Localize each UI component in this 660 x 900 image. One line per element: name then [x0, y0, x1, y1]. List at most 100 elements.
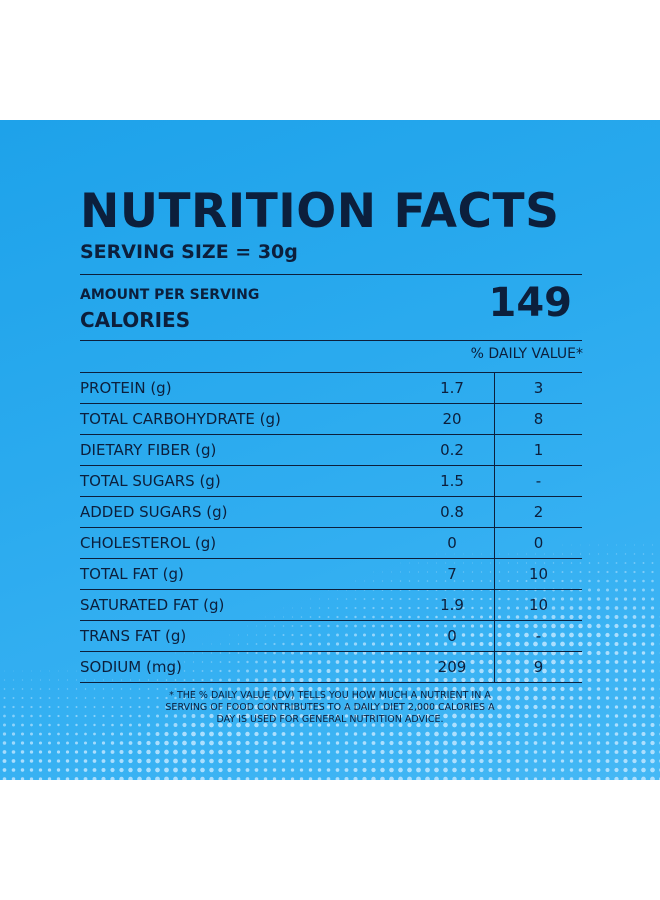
halftone-dot — [470, 659, 475, 665]
halftone-dot — [137, 749, 142, 755]
halftone-dot — [281, 704, 286, 710]
halftone-dot — [299, 651, 304, 655]
halftone-dot — [569, 641, 574, 647]
halftone-dot — [452, 758, 457, 764]
halftone-dot — [623, 687, 628, 691]
halftone-dot — [533, 623, 538, 629]
halftone-dot — [256, 625, 257, 627]
halftone-dot — [245, 740, 250, 746]
halftone-dot — [389, 669, 394, 673]
halftone-dot — [354, 598, 357, 600]
halftone-dot — [641, 606, 646, 610]
halftone-dot — [416, 660, 421, 664]
nutrient-name: TOTAL SUGARS (g) — [80, 472, 221, 490]
halftone-dot — [407, 642, 412, 646]
halftone-dot — [138, 697, 141, 699]
halftone-dot — [623, 723, 628, 727]
halftone-dot — [193, 652, 194, 654]
halftone-dot — [183, 670, 186, 672]
halftone-dot — [525, 580, 528, 582]
halftone-dot — [497, 740, 502, 746]
halftone-dot — [650, 722, 655, 728]
halftone-dot — [560, 759, 565, 763]
halftone-dot — [515, 713, 520, 719]
halftone-dot — [462, 571, 465, 573]
halftone-dot — [533, 668, 538, 674]
halftone-dot — [453, 624, 456, 628]
halftone-dot — [137, 758, 142, 764]
halftone-dot — [578, 705, 583, 709]
halftone-dot — [219, 669, 222, 673]
halftone-dot — [209, 731, 214, 737]
halftone-dot — [300, 616, 303, 618]
halftone-dot — [336, 624, 339, 628]
halftone-dot — [362, 776, 367, 780]
halftone-dot — [425, 740, 430, 746]
halftone-dot — [632, 687, 637, 691]
halftone-dot — [560, 632, 565, 638]
halftone-dot — [326, 660, 331, 664]
halftone-dot — [533, 659, 538, 665]
halftone-dot — [506, 677, 511, 683]
halftone-dot — [497, 759, 502, 763]
halftone-dot — [326, 669, 331, 673]
halftone-dot — [174, 696, 177, 700]
halftone-dot — [155, 767, 160, 773]
halftone-dot — [309, 633, 312, 637]
halftone-dot — [182, 731, 187, 737]
halftone-dot — [650, 731, 655, 737]
halftone-dot — [641, 624, 646, 628]
halftone-dot — [345, 624, 348, 628]
halftone-dot — [515, 659, 520, 665]
halftone-dot — [254, 678, 259, 682]
halftone-dot — [569, 623, 574, 629]
halftone-dot — [336, 633, 339, 637]
halftone-dot — [362, 633, 367, 637]
halftone-dot — [290, 686, 295, 692]
halftone-dot — [129, 688, 132, 690]
halftone-dot — [102, 688, 105, 690]
halftone-dot — [506, 731, 511, 737]
halftone-dot — [389, 732, 394, 736]
halftone-dot — [417, 633, 420, 637]
halftone-dot — [587, 632, 592, 638]
halftone-dot — [570, 562, 573, 564]
halftone-dot — [479, 677, 484, 683]
halftone-dot — [560, 705, 565, 709]
halftone-dot — [66, 714, 69, 718]
halftone-dot — [272, 704, 277, 710]
halftone-dot — [632, 705, 637, 709]
halftone-dot — [569, 677, 574, 683]
halftone-dot — [470, 677, 475, 683]
halftone-dot — [623, 758, 628, 764]
halftone-dot — [516, 562, 519, 564]
halftone-dot — [399, 615, 402, 619]
halftone-dot — [156, 714, 159, 718]
halftone-dot — [11, 768, 16, 772]
halftone-dot — [542, 677, 547, 683]
halftone-dot — [614, 606, 619, 610]
halftone-dot — [453, 571, 456, 573]
halftone-dot — [354, 606, 357, 610]
halftone-dot — [245, 704, 250, 710]
halftone-dot — [326, 687, 331, 691]
halftone-dot — [452, 651, 457, 655]
halftone-dot — [479, 624, 484, 628]
nutrient-name: TOTAL FAT (g) — [80, 565, 184, 583]
halftone-dot — [281, 686, 286, 692]
halftone-dot — [623, 669, 628, 673]
halftone-dot — [470, 731, 475, 737]
halftone-dot — [542, 632, 547, 638]
halftone-dot — [560, 677, 565, 683]
table-row: ADDED SUGARS (g) 0.8 2 — [80, 497, 582, 528]
halftone-dot — [2, 777, 7, 780]
halftone-dot — [507, 597, 510, 601]
halftone-dot — [39, 714, 42, 718]
halftone-dot — [407, 776, 412, 780]
halftone-dot — [147, 679, 150, 681]
halftone-dot — [623, 660, 628, 664]
halftone-dot — [416, 669, 421, 673]
nutrient-name: PROTEIN (g) — [80, 379, 172, 397]
halftone-dot — [471, 571, 474, 573]
halftone-dot — [632, 606, 637, 610]
